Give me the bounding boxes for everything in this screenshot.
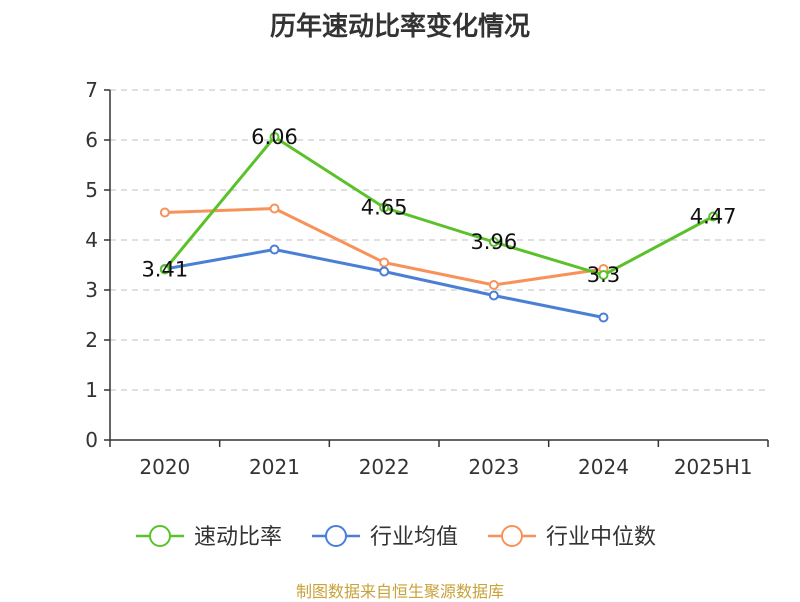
x-tick-label: 2021 bbox=[249, 455, 300, 479]
chart-title: 历年速动比率变化情况 bbox=[269, 12, 530, 42]
data-labels: 3.41 6.06 4.65 3.96 3.3 4.47 bbox=[141, 125, 736, 287]
y-tick-label: 3 bbox=[85, 278, 98, 302]
data-point bbox=[488, 237, 499, 247]
data-label: 3.96 bbox=[470, 230, 517, 254]
x-tick-label: 2022 bbox=[359, 455, 410, 479]
y-tick-label: 4 bbox=[85, 228, 98, 252]
series-line bbox=[163, 135, 714, 277]
y-tick-label: 5 bbox=[85, 178, 98, 202]
data-label: 3.3 bbox=[587, 263, 620, 287]
data-point bbox=[488, 290, 499, 301]
data-point bbox=[598, 312, 609, 323]
x-tick-label: 2024 bbox=[578, 455, 629, 479]
data-label: 6.06 bbox=[251, 125, 298, 149]
data-label: 4.47 bbox=[690, 205, 737, 229]
source-note: 制图数据来自恒生聚源数据库 bbox=[295, 582, 504, 601]
data-point bbox=[379, 202, 390, 213]
data-point bbox=[379, 257, 390, 268]
series-lines bbox=[159, 132, 719, 323]
data-point bbox=[379, 266, 390, 277]
y-tick-label: 6 bbox=[85, 128, 98, 152]
data-point bbox=[159, 264, 170, 275]
data-point bbox=[269, 244, 280, 255]
data-point bbox=[488, 280, 499, 290]
data-point bbox=[269, 203, 280, 214]
legend-label[interactable]: 行业均值 bbox=[370, 525, 458, 550]
x-tick-label: 2025H1 bbox=[674, 455, 753, 479]
x-tick-label: 2020 bbox=[139, 455, 190, 479]
y-tick-label: 2 bbox=[85, 328, 98, 352]
data-label: 3.41 bbox=[141, 258, 188, 282]
data-point bbox=[159, 207, 170, 218]
legend-marker bbox=[325, 525, 347, 547]
legend-marker bbox=[501, 525, 523, 547]
data-point bbox=[708, 211, 719, 222]
data-point bbox=[598, 270, 609, 280]
data-label: 4.65 bbox=[361, 196, 408, 220]
legend-label[interactable]: 速动比率 bbox=[194, 525, 282, 550]
x-tick-label: 2023 bbox=[468, 455, 519, 479]
y-tick-label: 7 bbox=[85, 78, 98, 102]
legend: 速动比率 行业均值 行业中位数 bbox=[136, 525, 656, 550]
y-tick-label: 0 bbox=[85, 428, 98, 452]
data-point bbox=[269, 132, 280, 142]
axes: 0 1 2 3 4 5 6 7 2020 2021 2022 2023 2024 2025H1 bbox=[85, 78, 769, 479]
legend-marker bbox=[149, 525, 171, 547]
legend-label[interactable]: 行业中位数 bbox=[546, 525, 656, 550]
y-tick-label: 1 bbox=[85, 378, 98, 402]
